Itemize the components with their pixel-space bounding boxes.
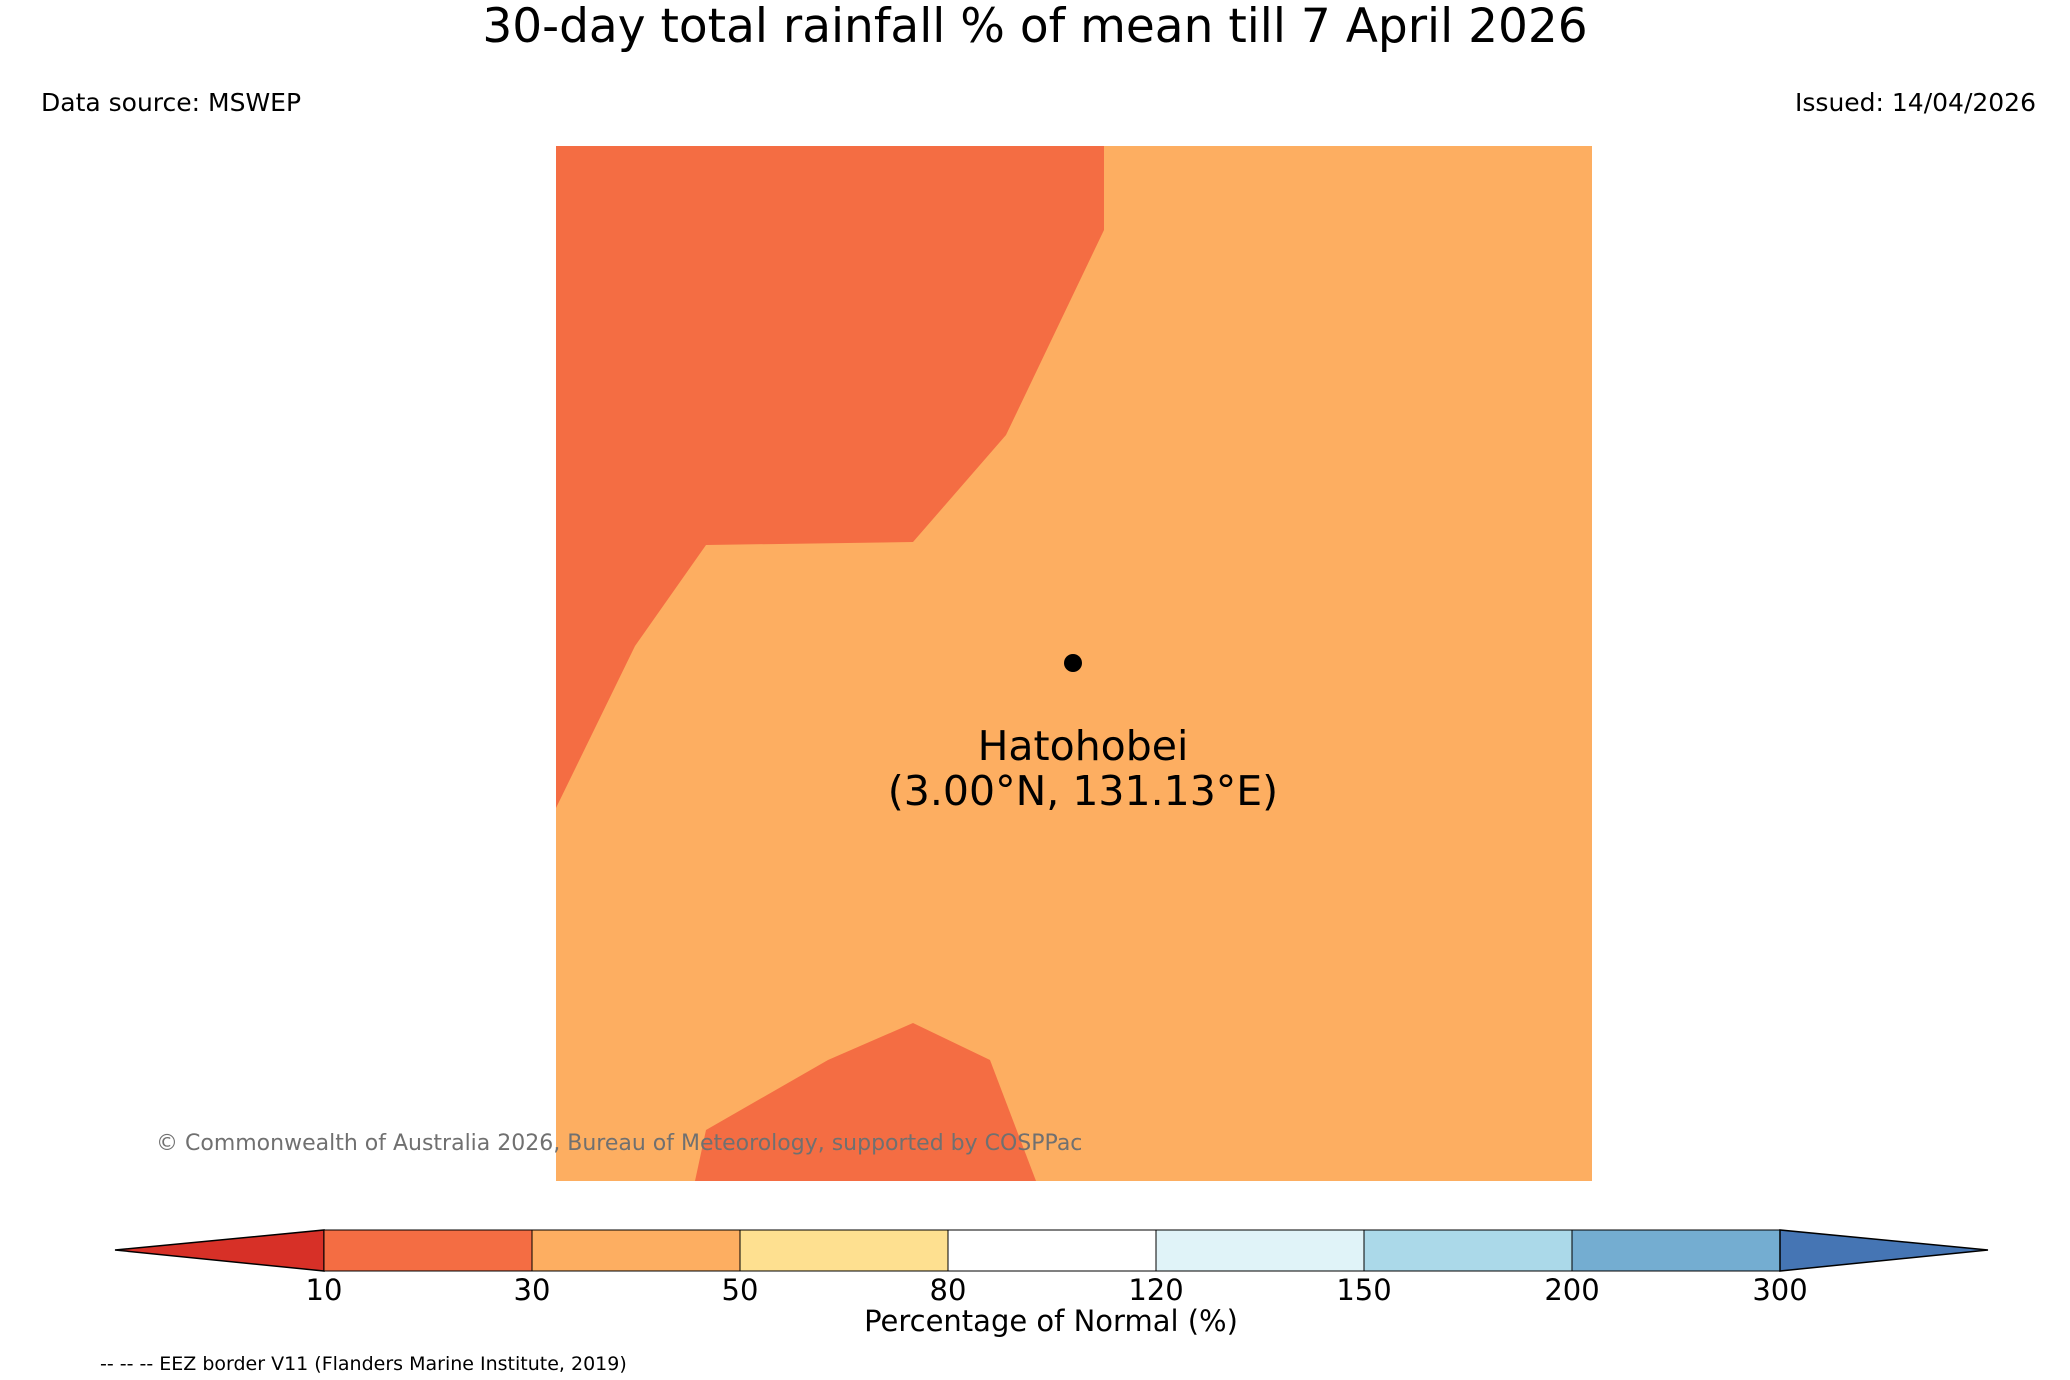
map-region-10-30-south bbox=[695, 1023, 1036, 1181]
colorbar-bin-120-150 bbox=[1155, 1229, 1365, 1272]
map-title: 30-day total rainfall % of mean till 7 A… bbox=[482, 0, 1588, 54]
colorbar-bin-150-200 bbox=[1363, 1229, 1573, 1272]
colorbar-tick-label: 50 bbox=[722, 1273, 759, 1307]
colorbar-tick-label: 10 bbox=[306, 1273, 343, 1307]
colorbar: 10 30 50 80 120 150 200 300 Percentage o… bbox=[114, 1229, 1989, 1338]
station-name-label: Hatohobei bbox=[978, 722, 1189, 770]
colorbar-axis-label: Percentage of Normal (%) bbox=[864, 1304, 1238, 1338]
colorbar-tick-label: 150 bbox=[1336, 1273, 1391, 1307]
colorbar-over-triangle bbox=[1779, 1229, 1989, 1272]
colorbar-bin-200-300 bbox=[1571, 1229, 1781, 1272]
colorbar-tick-label: 200 bbox=[1544, 1273, 1599, 1307]
issued-date-label: Issued: 14/04/2026 bbox=[1795, 88, 2036, 117]
colorbar-bin-30-50 bbox=[531, 1229, 741, 1272]
colorbar-under-triangle bbox=[114, 1229, 325, 1272]
station-coords-label: (3.00°N, 131.13°E) bbox=[888, 767, 1278, 815]
colorbar-tick-label: 30 bbox=[514, 1273, 551, 1307]
colorbar-bin-50-80 bbox=[739, 1229, 949, 1272]
colorbar-tick-label: 300 bbox=[1752, 1273, 1807, 1307]
station-marker[interactable] bbox=[1064, 654, 1082, 672]
data-source-label: Data source: MSWEP bbox=[41, 88, 302, 117]
copyright-notice: © Commonwealth of Australia 2026, Bureau… bbox=[156, 1131, 1083, 1156]
colorbar-tick-label: 80 bbox=[930, 1273, 967, 1307]
colorbar-tick-label: 120 bbox=[1128, 1273, 1183, 1307]
map-region-10-30-north bbox=[556, 146, 1104, 808]
eez-border-legend: -- -- -- EEZ border V11 (Flanders Marine… bbox=[100, 1353, 627, 1375]
colorbar-bin-10-30 bbox=[323, 1229, 533, 1272]
colorbar-bin-80-120 bbox=[947, 1229, 1157, 1272]
